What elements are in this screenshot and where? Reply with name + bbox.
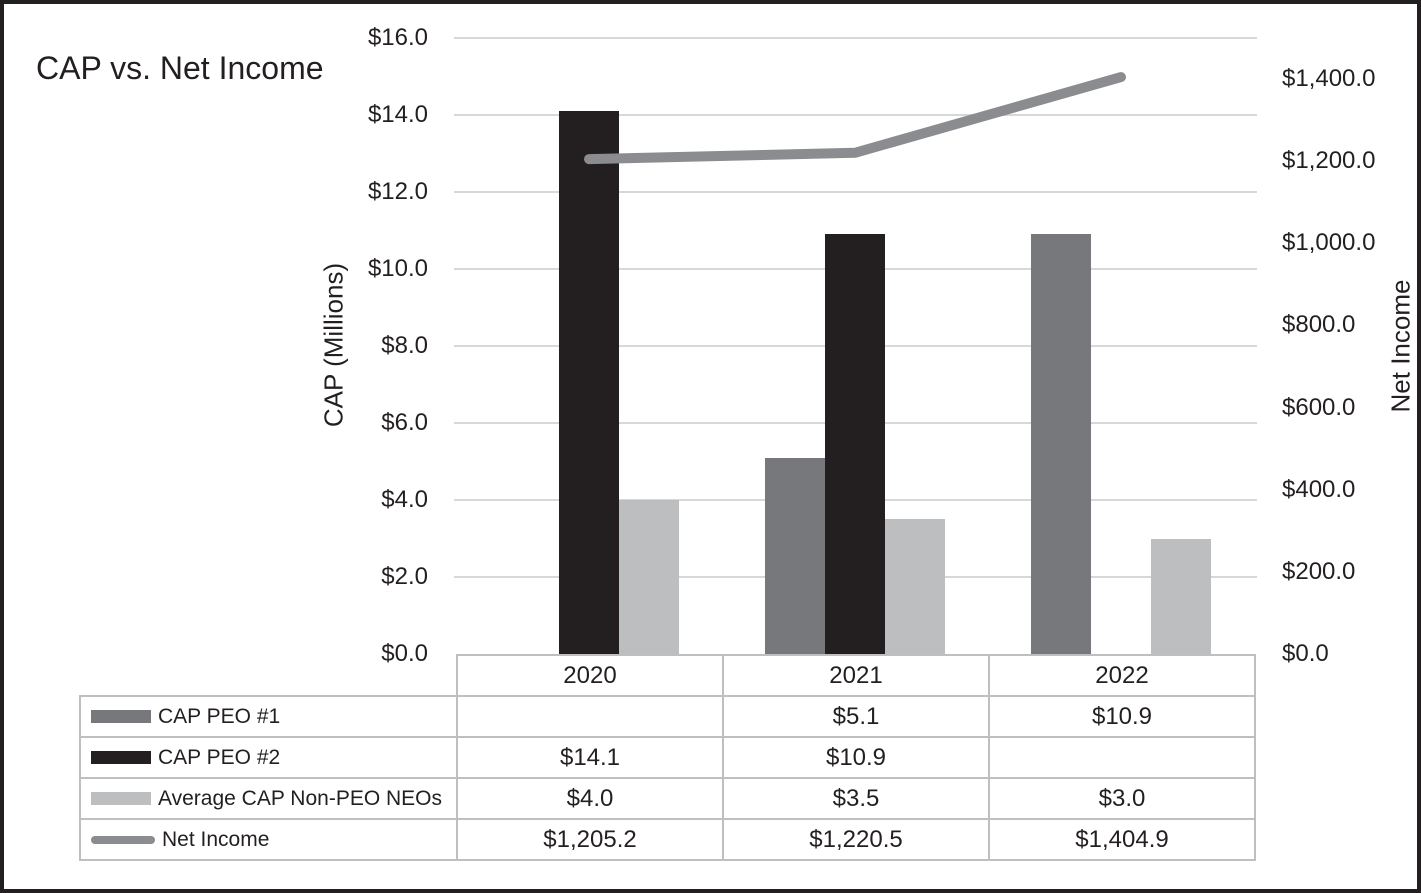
- right-axis-tick-label: $400.0: [1282, 475, 1356, 503]
- bar-cap-peo-1-2021: [765, 457, 825, 654]
- right-axis-tick-label: $1,200.0: [1282, 147, 1376, 175]
- table-header-year: 2020: [456, 654, 724, 697]
- table-value-cell: [456, 695, 724, 738]
- right-axis-tick-label: $800.0: [1282, 311, 1356, 339]
- table-corner-spacer: [80, 655, 457, 696]
- table-value-cell: $10.9: [722, 736, 990, 779]
- bar-cap-peo-2-2021: [825, 234, 885, 654]
- bar-average-cap-non-peo-neos-2022: [1151, 538, 1211, 654]
- legend-bar-swatch-cap-peo-1: [91, 710, 151, 723]
- right-axis-tick-label: $200.0: [1282, 557, 1356, 585]
- gridline: [454, 37, 1257, 39]
- right-axis-tick-label: $1,400.0: [1282, 65, 1376, 93]
- right-axis-title: Net Income: [1385, 279, 1416, 413]
- bar-cap-peo-1-2022: [1031, 234, 1091, 654]
- table-header-year: 2022: [988, 654, 1256, 697]
- left-axis-tick-label: $2.0: [381, 563, 428, 590]
- legend-cell: Average CAP Non-PEO NEOs: [79, 777, 458, 820]
- table-value-cell: $3.5: [722, 777, 990, 820]
- table-value-cell: [988, 736, 1256, 779]
- table-row: Average CAP Non-PEO NEOs $4.0 $3.5 $3.0: [79, 777, 1256, 820]
- right-axis-tick-label: $0.0: [1282, 640, 1329, 667]
- bar-average-cap-non-peo-neos-2021: [885, 519, 945, 654]
- left-axis-tick-label: $4.0: [381, 486, 428, 513]
- table-value-cell: $1,205.2: [456, 818, 724, 861]
- right-axis-tick-label: $1,000.0: [1282, 229, 1376, 257]
- bar-cap-peo-2-2020: [559, 111, 619, 654]
- left-axis-tick-label: $0.0: [381, 640, 428, 667]
- left-axis-tick-label: $8.0: [381, 332, 428, 359]
- table-row: CAP PEO #2 $14.1 $10.9: [79, 736, 1256, 779]
- table-header-year: 2021: [722, 654, 990, 697]
- table-row: Net Income $1,205.2 $1,220.5 $1,404.9: [79, 818, 1256, 861]
- table-value-cell: $5.1: [722, 695, 990, 738]
- legend-label: Net Income: [162, 827, 270, 851]
- left-axis-tick-label: $16.0: [367, 24, 428, 51]
- table-value-cell: $14.1: [456, 736, 724, 779]
- left-axis-tick-label: $6.0: [381, 409, 428, 436]
- left-axis-tick-label: $14.0: [367, 101, 428, 128]
- table-value-cell: $3.0: [988, 777, 1256, 820]
- table-row: CAP PEO #1 $5.1 $10.9: [79, 695, 1256, 738]
- table-value-cell: $10.9: [988, 695, 1256, 738]
- chart-title: CAP vs. Net Income: [36, 50, 324, 86]
- legend-label: Average CAP Non-PEO NEOs: [158, 786, 443, 810]
- legend-line-swatch-net-income: [91, 835, 155, 844]
- left-axis-tick-label: $12.0: [367, 178, 428, 205]
- legend-label: CAP PEO #1: [158, 704, 281, 728]
- table-value-cell: $1,404.9: [988, 818, 1256, 861]
- legend-cell: CAP PEO #2: [79, 736, 458, 779]
- line-net-income: [584, 72, 1126, 165]
- table-value-cell: $4.0: [456, 777, 724, 820]
- gridline: [454, 191, 1257, 193]
- data-table: 2020 2021 2022 CAP PEO #1 $5.1 $10.9 CAP PEO #…: [79, 654, 1256, 861]
- left-axis-tick-label: $10.0: [367, 255, 428, 282]
- legend-bar-swatch-cap-peo-2: [91, 751, 151, 764]
- legend-bar-swatch-average-cap-non-peo-neos: [91, 792, 151, 805]
- left-axis-title: CAP (Millions): [318, 262, 349, 428]
- legend-label: CAP PEO #2: [158, 745, 281, 769]
- right-axis-tick-label: $600.0: [1282, 393, 1356, 421]
- legend-cell: Net Income: [79, 818, 458, 861]
- legend-cell: CAP PEO #1: [79, 695, 458, 738]
- table-value-cell: $1,220.5: [722, 818, 990, 861]
- bar-average-cap-non-peo-neos-2020: [619, 500, 679, 654]
